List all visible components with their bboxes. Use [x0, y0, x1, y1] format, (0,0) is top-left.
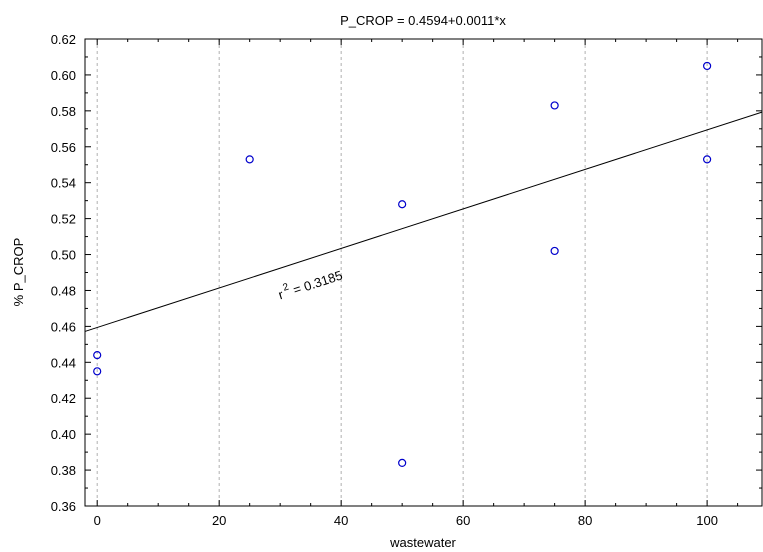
y-tick-label-5: 0.46: [51, 319, 76, 334]
y-tick-label-4: 0.44: [51, 355, 76, 370]
regression-line: [85, 112, 762, 331]
grid: [97, 39, 707, 506]
y-tick-label-2: 0.40: [51, 427, 76, 442]
x-tick-label-2: 40: [334, 513, 348, 528]
x-axis-title: wastewater: [389, 535, 456, 550]
y-tick-label-12: 0.60: [51, 68, 76, 83]
y-tick-label-9: 0.54: [51, 176, 76, 191]
x-tick-label-0: 0: [94, 513, 101, 528]
y-tick-label-10: 0.56: [51, 140, 76, 155]
data-point-6: [551, 247, 558, 254]
plot-frame: [85, 39, 762, 506]
y-ticks: 0.36 0.38 0.40 0.42 0.44 0.46 0.48 0.50 0.52 0.54…: [51, 32, 762, 514]
y-tick-label-0: 0.36: [51, 499, 76, 514]
y-tick-label-8: 0.52: [51, 212, 76, 227]
x-tick-label-5: 100: [696, 513, 718, 528]
data-point-3: [399, 201, 406, 208]
y-tick-label-7: 0.50: [51, 248, 76, 263]
data-point-4: [399, 459, 406, 466]
r-squared-value: = 0.3185: [288, 268, 345, 299]
fit-layer: [85, 112, 762, 331]
x-tick-label-4: 80: [578, 513, 592, 528]
chart-title: P_CROP = 0.4594+0.0011*x: [340, 13, 506, 28]
y-tick-label-1: 0.38: [51, 463, 76, 478]
x-tick-label-3: 60: [456, 513, 470, 528]
x-tick-label-1: 20: [212, 513, 226, 528]
y-tick-label-6: 0.48: [51, 283, 76, 298]
annotation-layer: r2 = 0.3185: [276, 265, 345, 303]
y-tick-label-13: 0.62: [51, 32, 76, 47]
y-axis-title: % P_CROP: [11, 238, 26, 307]
data-point-2: [246, 156, 253, 163]
points: [94, 62, 711, 466]
y-tick-label-11: 0.58: [51, 104, 76, 119]
data-point-5: [551, 102, 558, 109]
y-tick-label-3: 0.42: [51, 391, 76, 406]
r-squared-annotation: r2 = 0.3185: [276, 265, 345, 303]
x-ticks: 0 20 40 60 80 100: [94, 39, 738, 528]
